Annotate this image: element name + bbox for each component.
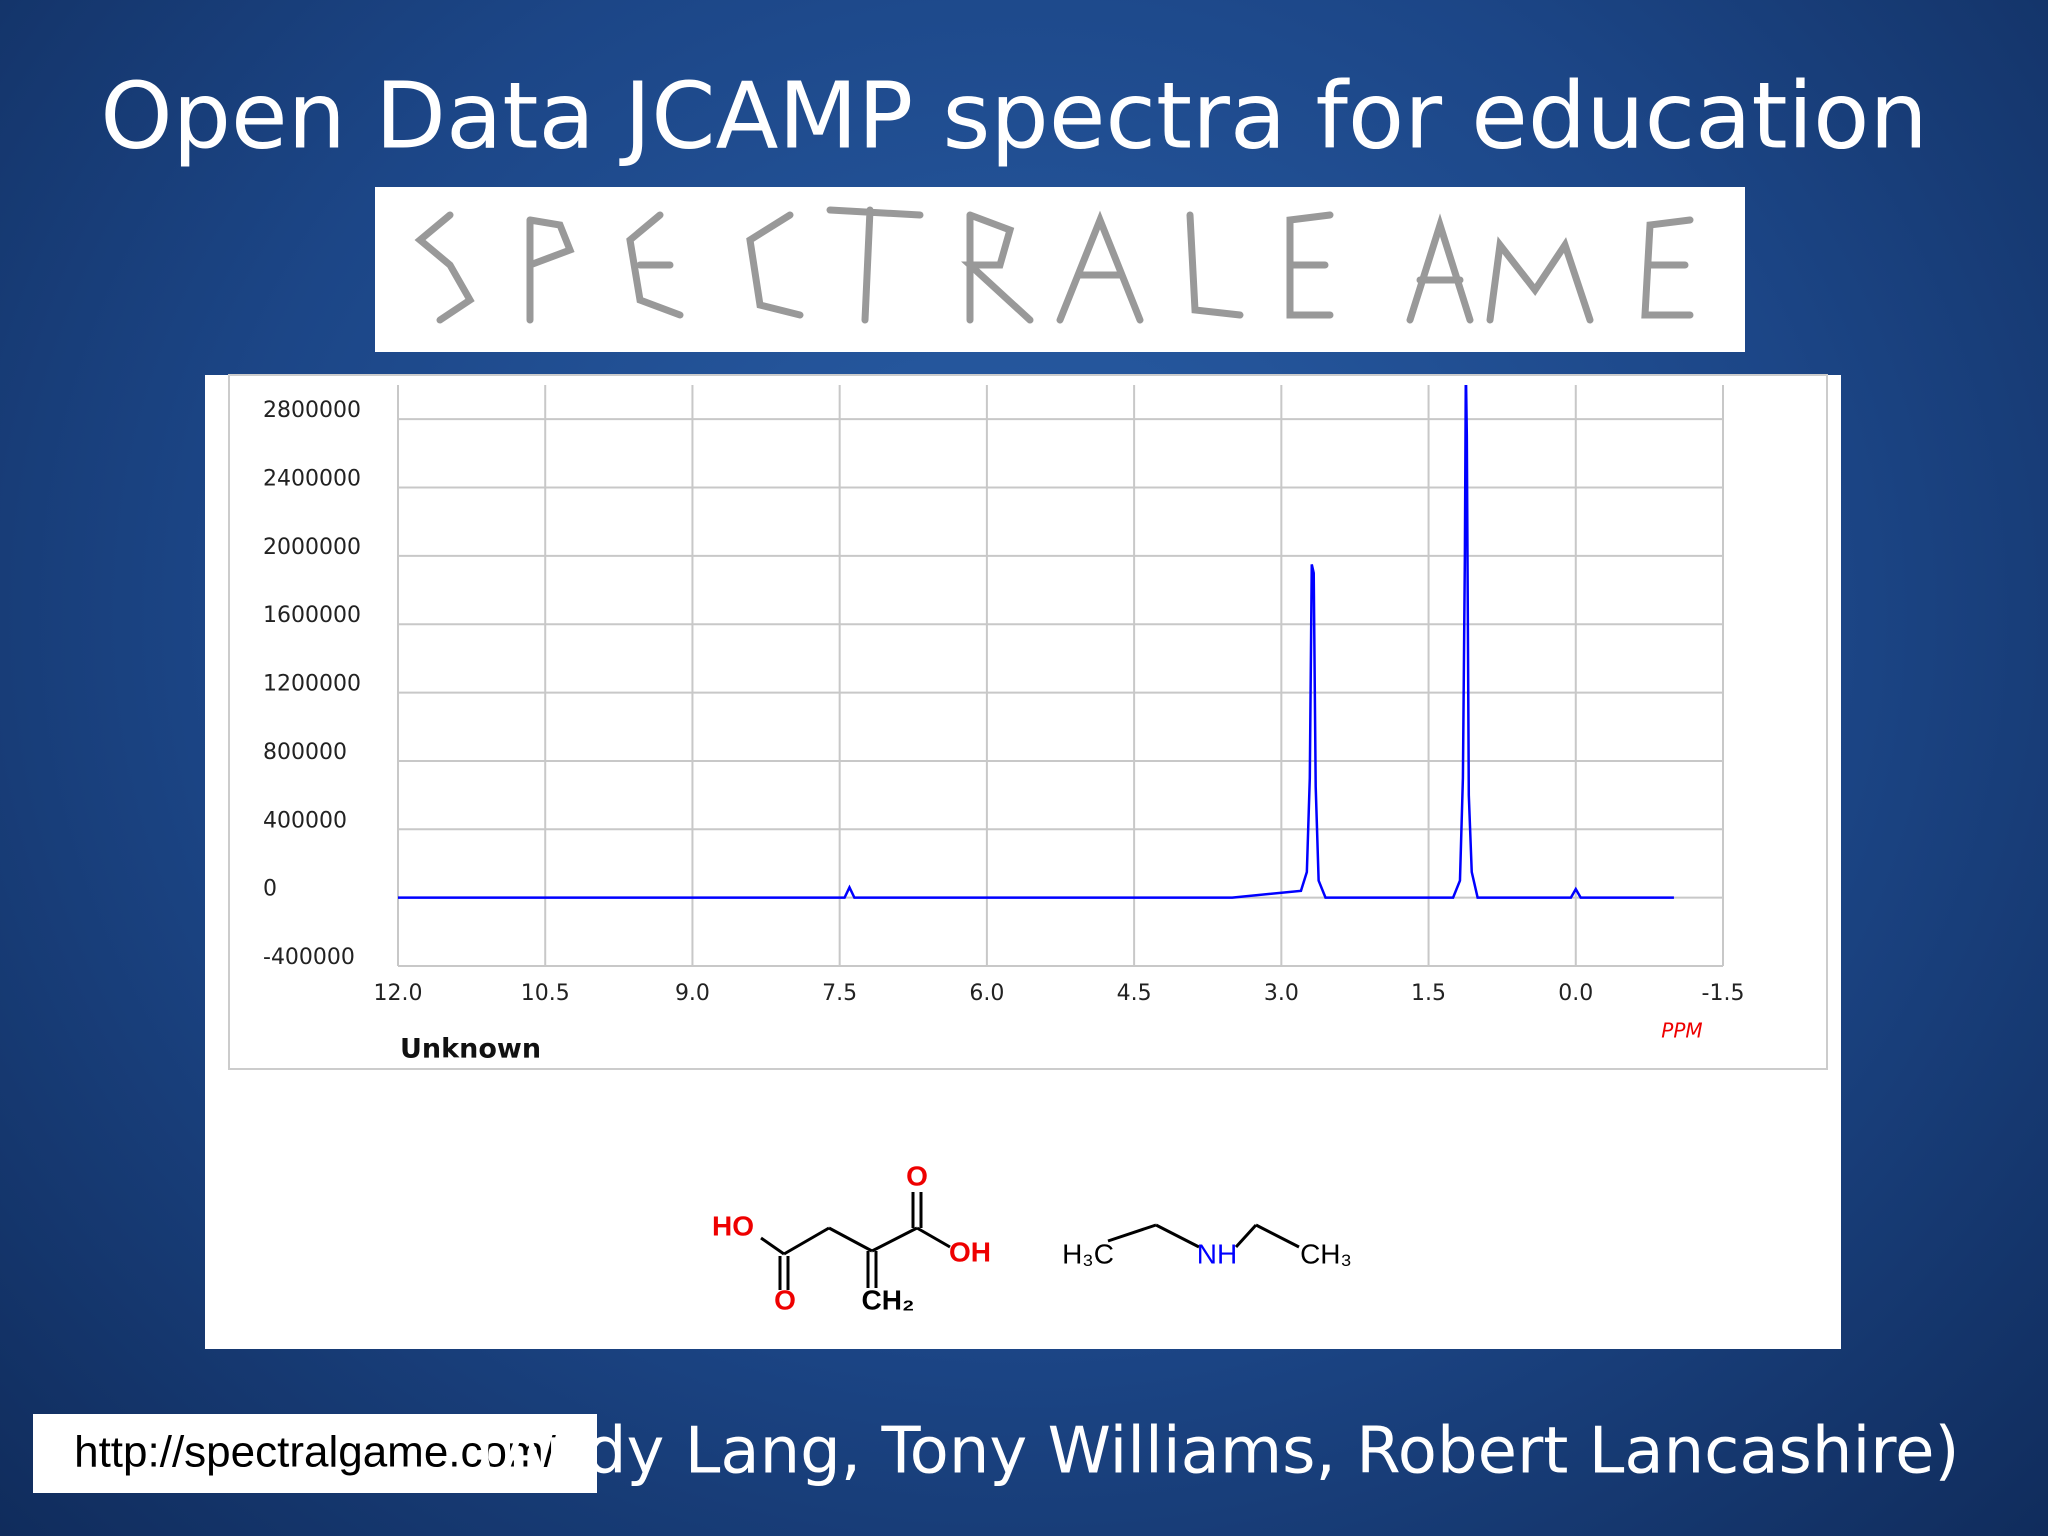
x-tick-label: 10.5 (521, 981, 570, 1006)
slide-title: Open Data JCAMP spectra for education (100, 62, 1928, 169)
atom-label: CH₃ (1300, 1238, 1352, 1269)
atom-label: CH₂ (862, 1284, 915, 1315)
atom-label: H₃C (1062, 1238, 1114, 1269)
y-tick-label: 800000 (263, 740, 347, 765)
bond (1234, 1223, 1258, 1249)
bond (1155, 1223, 1200, 1249)
x-tick-label: 0.0 (1558, 981, 1593, 1006)
atom-label: O (774, 1284, 796, 1315)
logo (375, 187, 1745, 352)
y-tick-label: 2400000 (263, 467, 361, 492)
bond (760, 1236, 785, 1256)
x-tick-label: -1.5 (1702, 981, 1745, 1006)
url-box (33, 1414, 597, 1493)
x-tick-label: 4.5 (1117, 981, 1152, 1006)
bond (1255, 1223, 1300, 1249)
url[interactable]: http://spectralgame.com/ (74, 1428, 557, 1477)
atom-label: O (906, 1160, 928, 1191)
chart-title: Unknown (400, 1034, 541, 1065)
atom-label: NH (1197, 1238, 1237, 1269)
molecule: HO O O OH CH₂ (712, 1160, 991, 1315)
y-tick-label: 1200000 (263, 672, 361, 697)
spectrum-line (398, 385, 1674, 899)
x-tick-label: 1.5 (1411, 981, 1446, 1006)
x-tick-label: 12.0 (374, 981, 423, 1006)
x-tick-label: 3.0 (1264, 981, 1299, 1006)
bond (1107, 1223, 1157, 1243)
x-tick-label: 7.5 (822, 981, 857, 1006)
bond (783, 1226, 830, 1256)
atom-label: OH (949, 1236, 991, 1267)
y-tick-label: 2000000 (263, 535, 361, 560)
logo-art (414, 206, 1694, 324)
bond (916, 1226, 951, 1249)
chart-panel (205, 375, 1841, 1349)
y-tick-label: 2800000 (263, 398, 361, 423)
y-tick-label: 400000 (263, 808, 347, 833)
y-tick-label: 1600000 (263, 603, 361, 628)
bond (871, 1226, 918, 1253)
credits: (Andy Lang, Tony Williams, Robert Lancas… (477, 1415, 1960, 1489)
y-tick-label: -400000 (263, 945, 355, 970)
y-tick-label: 0 (263, 877, 277, 902)
plot: -400000 0 400000 800000 1200000 1600000 200000… (263, 385, 1745, 1006)
bond (828, 1226, 873, 1253)
atom-label: HO (712, 1210, 754, 1241)
x-axis-label: PPM (1661, 1019, 1702, 1043)
x-tick-label: 9.0 (675, 981, 710, 1006)
chart-frame (228, 374, 1828, 1070)
molecule: H₃C NH CH₃ (1062, 1223, 1352, 1269)
x-tick-label: 6.0 (969, 981, 1004, 1006)
